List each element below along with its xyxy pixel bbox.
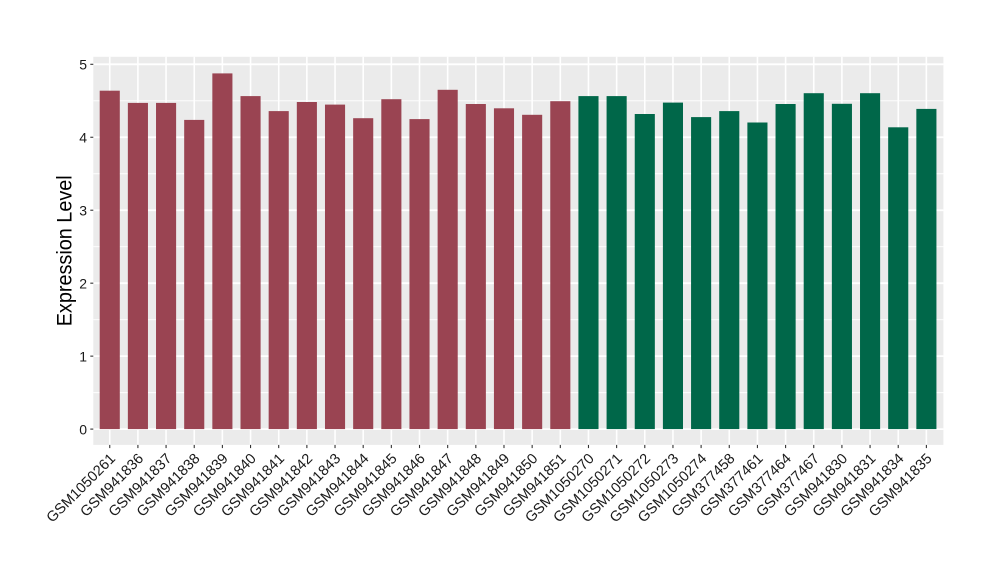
- svg-text:3: 3: [79, 203, 87, 219]
- svg-text:2: 2: [79, 275, 87, 291]
- svg-text:4: 4: [79, 130, 87, 146]
- svg-text:1: 1: [79, 348, 87, 364]
- svg-text:0: 0: [79, 421, 87, 437]
- svg-text:5: 5: [79, 57, 87, 73]
- svg-text:Expression Level: Expression Level: [53, 175, 76, 326]
